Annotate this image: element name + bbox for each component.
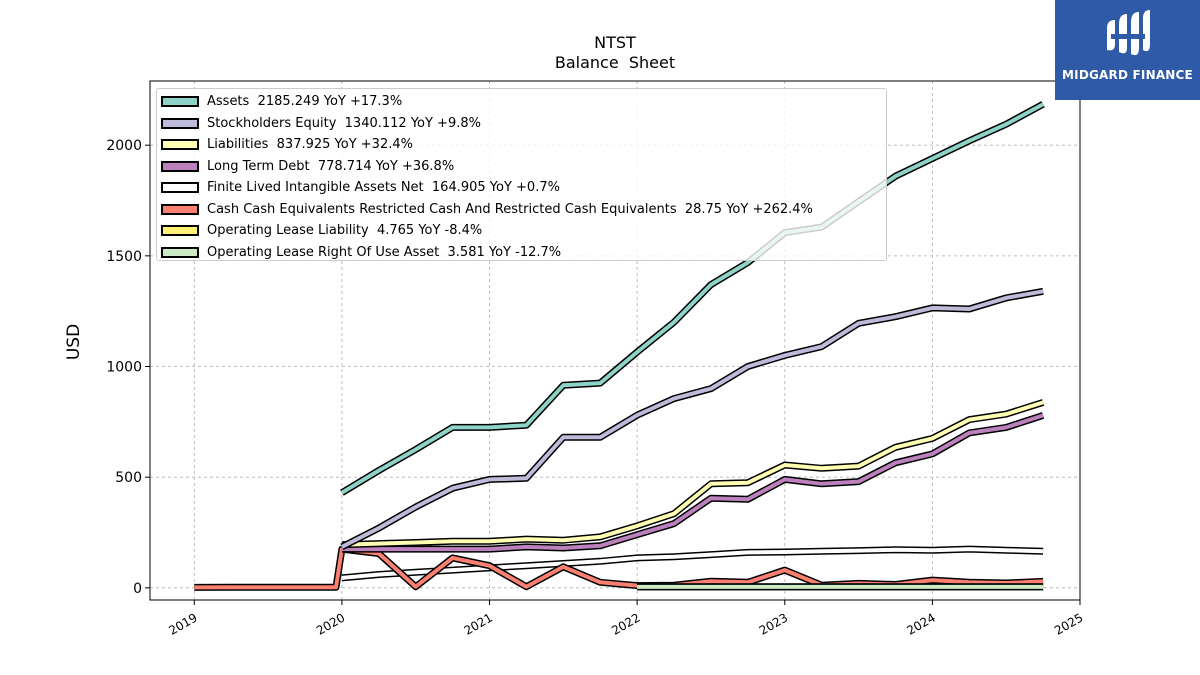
legend-label: Liabilities 837.925 YoY +32.4%: [207, 137, 413, 152]
legend-item: Liabilities 837.925 YoY +32.4%: [161, 134, 413, 155]
legend-item: Finite Lived Intangible Assets Net 164.9…: [161, 177, 560, 198]
legend-label: Stockholders Equity 1340.112 YoY +9.8%: [207, 115, 481, 131]
series-line: [340, 289, 1044, 549]
legend-item: Operating Lease Right Of Use Asset 3.581…: [161, 242, 561, 263]
y-tick-label: 2000: [106, 138, 142, 154]
y-axis: 0 500 1000 1500 2000: [106, 138, 150, 597]
y-axis-label: USD: [64, 324, 84, 360]
y-tick-label: 0: [133, 581, 142, 597]
x-tick-label: 2020: [314, 610, 347, 637]
y-tick-label: 500: [115, 470, 142, 486]
legend-swatch: [161, 246, 199, 258]
chart-legend: Assets 2185.249 YoY +17.3% Stockholders E…: [156, 88, 887, 261]
legend-swatch: [161, 117, 199, 129]
legend-item: Long Term Debt 778.714 YoY +36.8%: [161, 156, 454, 177]
legend-label: Long Term Debt 778.714 YoY +36.8%: [207, 158, 455, 174]
legend-label: Cash Cash Equivalents Restricted Cash An…: [207, 201, 813, 217]
y-tick-label: 1500: [106, 249, 142, 265]
series-outline: [341, 399, 1045, 549]
midgard-logo-icon: [1107, 10, 1150, 56]
legend-label: Assets 2185.249 YoY +17.3%: [207, 94, 403, 109]
chart-title: NTST: [594, 33, 636, 52]
x-tick-label: 2021: [462, 610, 495, 637]
brand-name: MIDGARD FINANCE: [1062, 68, 1193, 82]
legend-swatch: [161, 160, 199, 172]
legend-swatch: [161, 182, 199, 193]
legend-swatch: [161, 203, 199, 215]
plot-frame: [149, 80, 1081, 601]
x-tick-label: 2024: [904, 610, 937, 637]
legend-label: Operating Lease Liability 4.765 YoY -8.4…: [207, 223, 483, 238]
series-line: [341, 547, 1044, 580]
brand-badge: MIDGARD FINANCE: [1055, 0, 1200, 100]
legend-label: Operating Lease Right Of Use Asset 3.581…: [207, 244, 562, 260]
series-line: [340, 102, 1045, 495]
legend-label: Finite Lived Intangible Assets Net 164.9…: [207, 180, 560, 195]
legend-swatch: [161, 225, 199, 236]
y-tick-label: 1000: [106, 360, 142, 376]
x-tick-label: 2019: [166, 610, 199, 637]
legend-item: Stockholders Equity 1340.112 YoY +9.8%: [161, 113, 481, 134]
series-line: [341, 413, 1044, 552]
legend-item: Cash Cash Equivalents Restricted Cash An…: [161, 199, 813, 220]
series-lines: [194, 101, 1045, 591]
legend-item: Operating Lease Liability 4.765 YoY -8.4…: [161, 220, 482, 241]
legend-swatch: [161, 96, 199, 107]
legend-item: Assets 2185.249 YoY +17.3%: [161, 91, 402, 112]
x-axis: 2019 2020 2021 2022 2023 2024 2025: [166, 600, 1086, 638]
chart-subtitle: Balance Sheet: [555, 53, 675, 72]
legend-swatch: [161, 139, 199, 150]
series-line: [341, 400, 1044, 547]
x-tick-label: 2025: [1052, 610, 1085, 637]
x-tick-label: 2022: [609, 610, 642, 637]
x-tick-label: 2023: [757, 610, 790, 637]
